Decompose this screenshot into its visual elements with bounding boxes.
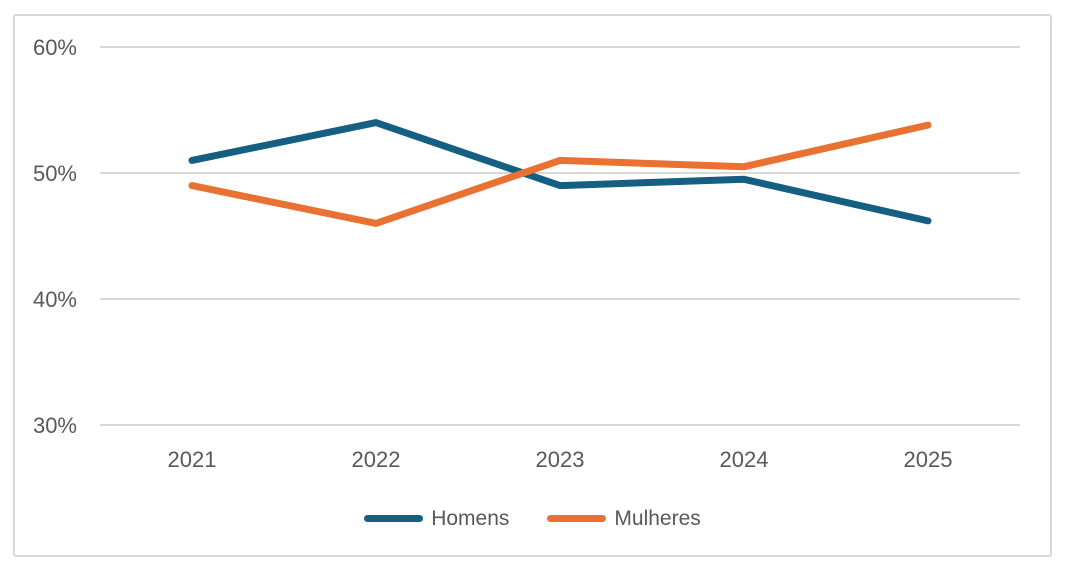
line-chart-plot: 60% 50% 40% 30% 2021 2022 2023 2024 2025 <box>33 35 1020 472</box>
y-axis-tick-label: 40% <box>33 287 77 312</box>
legend-line-swatch-homens <box>364 514 424 522</box>
series-line-mulheres <box>188 121 932 227</box>
legend-item-mulheres: Mulheres <box>547 506 701 530</box>
chart-frame: 60% 50% 40% 30% 2021 2022 2023 2024 2025 Homens … <box>13 14 1052 557</box>
x-axis-tick-label: 2023 <box>536 447 585 472</box>
series-line-homens <box>188 119 932 225</box>
x-axis-tick-label: 2021 <box>168 447 217 472</box>
legend-item-homens: Homens <box>364 508 509 529</box>
legend-line-swatch-mulheres <box>547 514 607 522</box>
x-axis-tick-label: 2025 <box>904 447 953 472</box>
y-axis-tick-label: 30% <box>33 413 77 438</box>
x-axis-tick-label: 2024 <box>720 447 769 472</box>
legend-label-homens: Homens <box>431 506 510 530</box>
y-axis-tick-label: 60% <box>33 35 77 60</box>
legend: Homens Mulheres <box>15 505 1050 531</box>
x-axis-tick-label: 2022 <box>352 447 401 472</box>
legend-label-mulheres: Mulheres <box>614 506 701 530</box>
y-axis-tick-label: 50% <box>33 161 77 186</box>
